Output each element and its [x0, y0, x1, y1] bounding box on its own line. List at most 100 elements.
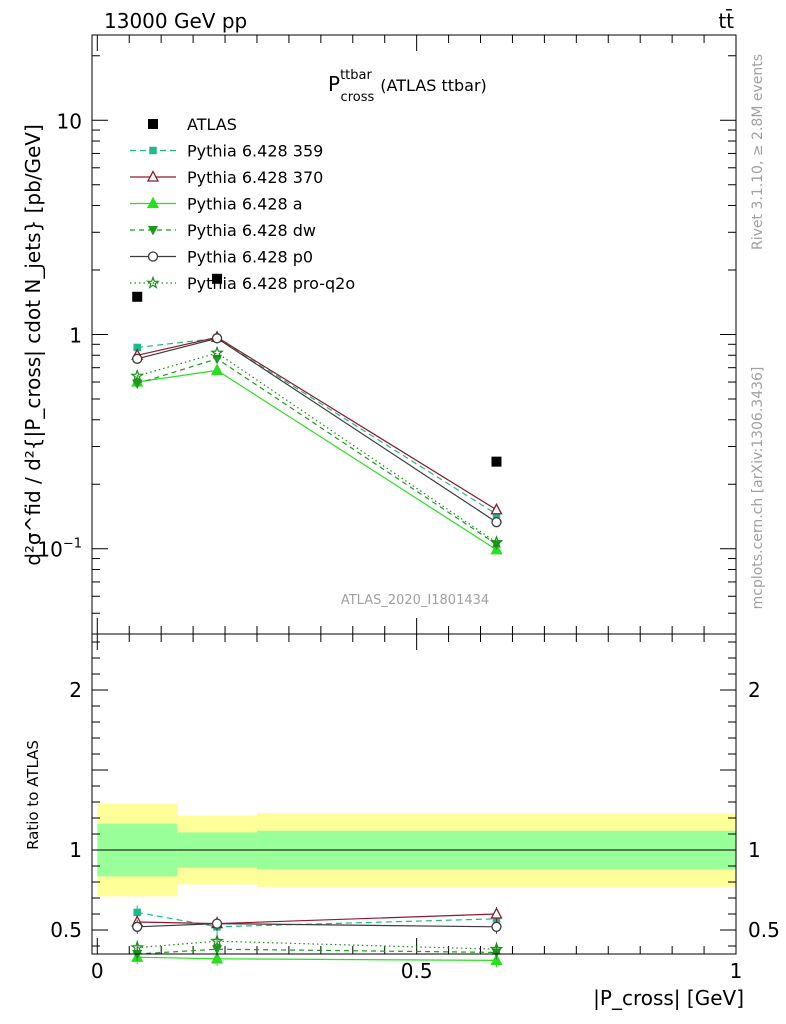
legend-entry: ATLAS: [148, 115, 237, 134]
series-5-point-shape: [489, 535, 504, 549]
series-4-point: [132, 353, 143, 364]
legend-label: Pythia 6.428 pro-q2o: [187, 274, 355, 293]
legend-label: Pythia 6.428 dw: [187, 221, 316, 240]
series-5-point: [489, 535, 504, 549]
legend-entry: Pythia 6.428 a: [130, 195, 303, 214]
x-axis-label: |P_cross| [GeV]: [593, 986, 744, 1010]
ratio-y-tick-label-right: 1: [748, 838, 761, 862]
legend-marker: [148, 226, 158, 236]
series-1-point: [490, 502, 503, 515]
legend-marker: [148, 119, 158, 129]
series-5-ratio-point: [210, 933, 224, 948]
series-5-ratio-point-shape: [130, 940, 145, 954]
atlas-data-point: [491, 456, 502, 467]
ratio-y-tick-label: 2: [69, 678, 82, 702]
legend-entry: Pythia 6.428 dw: [130, 221, 316, 240]
series-3-ratio-point-shape: [132, 950, 143, 960]
legend-marker: [146, 170, 160, 182]
series-5-ratio-line: [137, 940, 497, 950]
ratio-y-tick-label: 0.5: [50, 918, 82, 942]
series-2-ratio-point-shape: [490, 953, 503, 966]
series-1-ratio-point: [490, 907, 503, 919]
series-1-line: [137, 336, 497, 511]
legend-marker-shape: [147, 251, 159, 262]
legend-label: Pythia 6.428 370: [187, 168, 323, 187]
series-3-ratio-point-shape: [212, 945, 223, 955]
series-5-point: [210, 345, 224, 359]
ratio-panel-frame: [91, 633, 737, 955]
series-0-point: [133, 343, 141, 352]
legend-entry: Pythia 6.428 pro-q2o: [130, 274, 355, 293]
series-2-ratio-point: [490, 953, 503, 966]
series-4-ratio-point: [211, 918, 223, 929]
legend-marker-shape: [146, 196, 160, 209]
x-tick-label: 0.5: [401, 959, 433, 983]
series-5-point: [130, 368, 145, 382]
atlas-data-point: [212, 273, 223, 284]
atlas-data-point: [132, 291, 143, 302]
atlas-data-point-shape: [212, 273, 223, 284]
series-0-point-shape: [133, 343, 141, 352]
x-tick-label: 1: [730, 959, 743, 983]
ratio-y-tick-label-right: 0.5: [748, 918, 780, 942]
series-4-point-shape: [211, 333, 223, 344]
series-2-ratio-point-shape: [210, 951, 224, 964]
series-2-line: [137, 369, 497, 551]
legend-marker: [146, 275, 160, 289]
series-4-line: [137, 337, 497, 523]
legend-marker-shape: [146, 170, 160, 182]
series-4-ratio-point: [491, 921, 502, 932]
series-2-ratio-point: [210, 951, 224, 964]
series-5-ratio-point-shape: [489, 941, 504, 956]
main-y-axis-label: d²σ^fid / d²{|P_cross| cdot N_jets} [pb/…: [21, 124, 45, 566]
collision-label: 13000 GeV pp: [104, 9, 247, 33]
ratio-y-tick-label: 1: [69, 838, 82, 862]
legend-marker-shape: [146, 275, 160, 289]
series-0-ratio-point: [133, 908, 141, 917]
series-3-point-shape: [132, 379, 143, 390]
legend-marker-shape: [148, 226, 158, 236]
plot-title: Pttbar cross(ATLAS ttbar): [328, 68, 487, 105]
ratio-y-axis-label: Ratio to ATLAS: [24, 740, 42, 850]
series-0-line: [137, 337, 497, 515]
legend-marker-shape: [148, 119, 158, 129]
series-2-point: [210, 363, 224, 376]
legend-label: Pythia 6.428 359: [187, 142, 323, 161]
legend-label: Pythia 6.428 p0: [187, 248, 313, 267]
main-y-tick-label: 1: [69, 324, 82, 348]
main-y-tick-label: 10: [57, 109, 82, 133]
series-4-ratio-point-shape: [132, 921, 143, 932]
x-tick-label: 0: [91, 959, 104, 983]
atlas-data-point-shape: [132, 291, 143, 302]
legend-entry: Pythia 6.428 p0: [130, 248, 313, 267]
main-y-tick-label: 10−1: [37, 537, 82, 562]
series-3-ratio-point: [212, 945, 223, 955]
series-3-line: [137, 358, 497, 545]
series-5-ratio-point: [489, 941, 504, 956]
series-4-ratio-point-shape: [211, 918, 223, 929]
series-2-point-shape: [210, 363, 224, 376]
legend-entry: Pythia 6.428 359: [130, 142, 323, 161]
series-4-ratio-point-shape: [491, 921, 502, 932]
series-3-ratio-line: [137, 948, 497, 955]
series-4-point: [491, 517, 502, 528]
series-2-ratio-line: [137, 956, 497, 962]
legend-label: Pythia 6.428 a: [187, 195, 303, 214]
series-4-point: [211, 333, 223, 344]
series-0-ratio-point-shape: [133, 908, 141, 917]
legend-entry: Pythia 6.428 370: [130, 168, 323, 187]
atlas-data-point-shape: [491, 456, 502, 467]
series-5-point-shape: [210, 345, 224, 359]
analysis-tag: ATLAS_2020_I1801434: [341, 593, 489, 608]
rivet-version-label: Rivet 3.1.10, ≥ 2.8M events: [750, 54, 766, 250]
legend-marker: [146, 196, 160, 209]
legend-marker-shape: [149, 146, 157, 155]
series-5-ratio-point-shape: [210, 933, 224, 948]
series-5-point-shape: [130, 368, 145, 382]
process-label: tt̄: [718, 8, 734, 33]
ratio-y-tick-label-right: 2: [748, 678, 761, 702]
mcplots-label: mcplots.cern.ch [arXiv:1306.3436]: [750, 367, 766, 610]
series-3-point: [132, 379, 143, 390]
series-1-point-shape: [490, 502, 503, 515]
